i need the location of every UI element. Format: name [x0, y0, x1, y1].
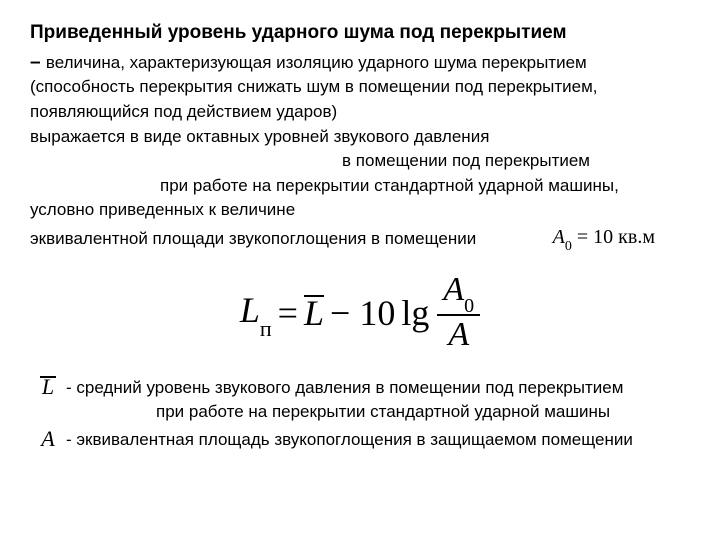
body-line-9-row: эквивалентной площади звукопоглощения в …	[30, 223, 690, 255]
legend-row-2: A - эквивалентная площадь звукопоглощени…	[30, 426, 690, 452]
body-line-7: при работе на перекрытии стандартной уда…	[30, 174, 690, 199]
a0-eq-sign: = 10	[572, 226, 618, 248]
title-line-1: Приведенный уровень ударного шума под пе…	[30, 22, 567, 43]
body-block: – величина, характеризующая изоляцию уда…	[30, 50, 690, 256]
legend-text-2: - эквивалентная площадь звукопоглощения …	[66, 426, 633, 452]
frac-num-sub: 0	[464, 295, 474, 317]
dash: –	[30, 52, 46, 73]
frac-num-A: A	[443, 271, 464, 308]
body-line-8: условно приведенных к величине	[30, 200, 295, 219]
body-line-3: (способность перекрытия снижать шум в по…	[30, 77, 598, 96]
body-line-2: величина, характеризующая изоляцию ударн…	[46, 53, 587, 72]
a0-A: A	[553, 226, 565, 248]
body-line-6: в помещении под перекрытием	[30, 149, 690, 174]
title-block: Приведенный уровень ударного шума под пе…	[30, 20, 690, 46]
a0-equation: A0 = 10 кв.м	[553, 223, 690, 255]
legend-row-1: L - средний уровень звукового давления в…	[30, 374, 690, 424]
document-page: Приведенный уровень ударного шума под пе…	[0, 0, 720, 474]
formula-eq: =	[278, 292, 298, 334]
legend-text-1-l1: - средний уровень звукового давления в п…	[66, 378, 623, 397]
formula-sub-p: п	[260, 316, 272, 341]
formula-minus: − 10	[330, 292, 395, 334]
legend-text-1: - средний уровень звукового давления в п…	[66, 374, 623, 424]
formula-lg: lg	[401, 292, 429, 334]
formula-fraction: A0 A	[437, 273, 480, 352]
legend-sym-L-bar: L	[30, 374, 66, 400]
a0-unit: кв.м	[618, 226, 655, 248]
legend-block: L - средний уровень звукового давления в…	[30, 374, 690, 452]
body-line-4: появляющийся под действием ударов)	[30, 102, 337, 121]
legend-sym-A: A	[30, 426, 66, 452]
body-line-9: эквивалентной площади звукопоглощения в …	[30, 227, 553, 252]
main-formula: Lп = L − 10 lg A0 A	[30, 273, 690, 352]
legend-text-1-l2: при работе на перекрытии стандартной уда…	[66, 400, 623, 424]
body-line-5: выражается в виде октавных уровней звуко…	[30, 127, 489, 146]
frac-den-A: A	[442, 318, 475, 352]
formula-L-bar: L	[304, 292, 324, 334]
formula-L: L	[240, 290, 260, 330]
a0-sub: 0	[565, 239, 572, 254]
